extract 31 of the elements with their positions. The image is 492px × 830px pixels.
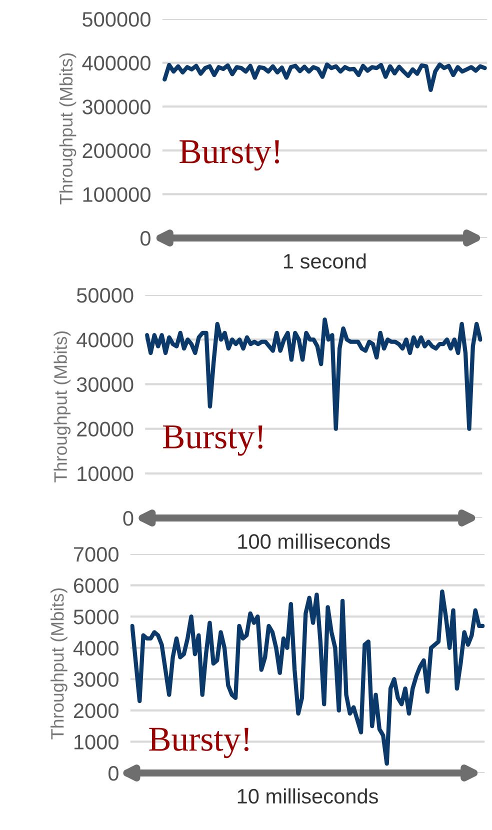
y-tick-label: 100000 (83, 187, 150, 202)
y-tick-label: 40000 (76, 332, 134, 348)
y-tick-label: 0 (140, 231, 150, 246)
y-tick-label: 50000 (76, 288, 134, 303)
line-series (130, 589, 485, 766)
y-tick-label: 400000 (82, 56, 150, 71)
annotation: Bursty! (180, 140, 280, 171)
y-tick-label: 500000 (82, 12, 150, 27)
y-tick-label: 0 (108, 766, 118, 781)
y-tick-label: 4000 (73, 640, 118, 656)
x-axis-title: 10 milliseconds (238, 788, 378, 804)
y-tick-label: 2000 (74, 703, 118, 718)
y-tick-label: 30000 (76, 377, 134, 392)
x-axis-title: 100 milliseconds (238, 534, 390, 549)
y-tick-label: 10000 (78, 466, 134, 482)
y-tick-label: 0 (123, 511, 134, 526)
y-tick-label: 6000 (74, 578, 118, 594)
y-tick-label: 5000 (74, 610, 118, 624)
annotation: Bursty! (162, 425, 262, 456)
y-tick-label: 7000 (74, 547, 118, 562)
y-axis-title: Throughput (Mbits) (54, 331, 71, 482)
y-axis-title: Throughput (Mbits) (59, 53, 76, 204)
y-tick-label: 3000 (74, 672, 118, 687)
y-axis-title: Throughput (Mbits) (50, 588, 68, 740)
y-tick-label: 300000 (82, 100, 150, 114)
y-tick-label: 200000 (82, 143, 150, 158)
x-axis-title: 1 second (284, 253, 366, 269)
y-tick-label: 1000 (74, 734, 118, 750)
line-series (162, 62, 487, 92)
annotation: Bursty! (149, 728, 249, 758)
y-tick-label: 20000 (77, 422, 134, 437)
